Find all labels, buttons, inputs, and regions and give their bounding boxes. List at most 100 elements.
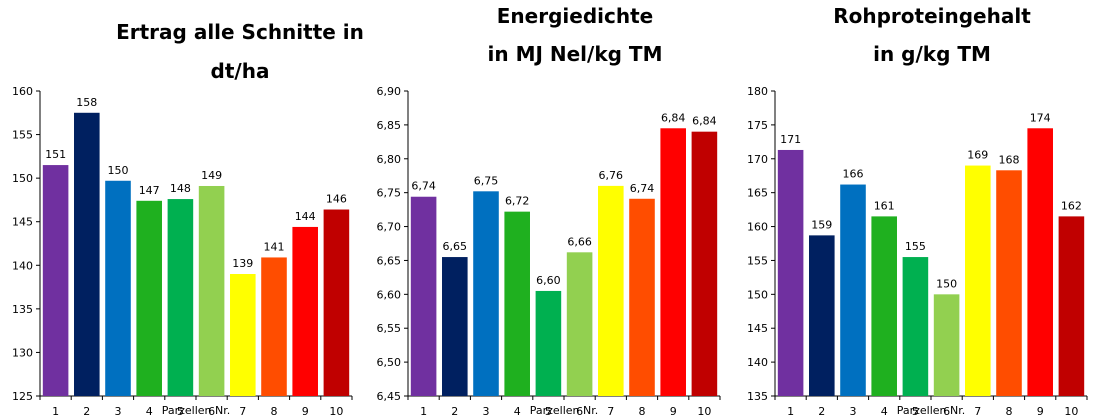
data-label: 146 <box>326 193 347 206</box>
chart-ertrag: Ertrag alle Schnitte in dt/ha 125 130 135 140… <box>0 0 365 419</box>
y-tick-label: 170 <box>747 153 768 166</box>
bar-parzelle-1 <box>42 165 69 396</box>
y-tick-label: 155 <box>12 129 33 142</box>
bar-parzelle-2 <box>74 112 100 397</box>
data-label: 6,72 <box>505 195 530 208</box>
x-tick-label: 9 <box>670 405 677 418</box>
data-label: 147 <box>139 184 160 197</box>
bar-parzelle-3 <box>473 191 499 396</box>
x-tick-label: 1 <box>787 405 794 418</box>
y-tick-label: 160 <box>12 85 33 98</box>
bar-parzelle-8 <box>261 257 287 396</box>
y-tick-label: 6,90 <box>377 85 402 98</box>
x-tick-label: 8 <box>1006 405 1013 418</box>
data-label: 150 <box>108 164 129 177</box>
y-tick-label: 165 <box>747 187 768 200</box>
x-tick-label: 3 <box>483 405 490 418</box>
bar-parzelle-3 <box>105 180 131 396</box>
data-label: 168 <box>999 153 1020 166</box>
bar-parzelle-5 <box>535 290 562 396</box>
bar-parzelle-4 <box>136 200 162 396</box>
x-tick-label: 3 <box>115 405 122 418</box>
y-tick-label: 6,55 <box>377 322 402 335</box>
bar-parzelle-4 <box>871 216 897 396</box>
data-label: 159 <box>811 218 832 231</box>
chart-rohprotein: Rohproteingehalt in g/kg TM 135 140 145 150 15… <box>730 0 1095 419</box>
bar-parzelle-1 <box>410 196 437 396</box>
data-label: 6,74 <box>411 180 436 193</box>
data-label: 155 <box>905 240 926 253</box>
bar-parzelle-10 <box>323 209 350 396</box>
bar-parzelle-6 <box>566 252 593 396</box>
y-tick-label: 140 <box>12 259 33 272</box>
x-axis-label: Parzellen Nr. <box>162 404 231 417</box>
y-tick-label: 130 <box>12 346 33 359</box>
x-tick-label: 7 <box>974 405 981 418</box>
y-tick-label: 145 <box>747 322 768 335</box>
chart-title-line-2: in g/kg TM <box>873 42 991 66</box>
y-tick-label: 155 <box>747 254 768 267</box>
y-tick-label: 6,80 <box>377 153 402 166</box>
x-tick-label: 10 <box>697 405 711 418</box>
data-label: 6,84 <box>661 111 686 124</box>
x-tick-label: 7 <box>607 405 614 418</box>
x-tick-label: 1 <box>420 405 427 418</box>
y-tick-label: 150 <box>12 172 33 185</box>
x-tick-label: 9 <box>302 405 309 418</box>
data-label: 171 <box>780 133 801 146</box>
bar-parzelle-9 <box>292 226 318 396</box>
bar-parzelle-7 <box>598 185 624 396</box>
x-tick-label: 4 <box>514 405 521 418</box>
chart-energiedichte: Energiedichte in MJ Nel/kg TM 6,45 6,50 6,55… <box>365 0 730 419</box>
x-tick-label: 5 <box>912 405 919 418</box>
data-label: 6,76 <box>599 169 624 182</box>
x-tick-label: 2 <box>818 405 825 418</box>
chart-ertrag-svg: Ertrag alle Schnitte indt/ha125130135140… <box>12 20 364 418</box>
chart-title-line-2: dt/ha <box>211 59 270 83</box>
data-label: 141 <box>264 240 285 253</box>
y-tick-label: 135 <box>747 390 768 403</box>
x-tick-label: 5 <box>177 405 184 418</box>
data-label: 169 <box>967 149 988 162</box>
x-tick-label: 2 <box>451 405 458 418</box>
bar-parzelle-3 <box>840 184 866 396</box>
data-label: 161 <box>874 199 895 212</box>
y-tick-label: 175 <box>747 119 768 132</box>
x-tick-label: 8 <box>271 405 278 418</box>
y-tick-label: 6,75 <box>377 187 402 200</box>
y-tick-label: 6,85 <box>377 119 402 132</box>
data-label: 150 <box>936 277 957 290</box>
bar-parzelle-7 <box>965 165 991 396</box>
data-label: 158 <box>76 96 97 109</box>
x-axis-label: Parzellen Nr. <box>897 404 966 417</box>
data-label: 139 <box>232 257 253 270</box>
data-label: 6,75 <box>474 174 499 187</box>
y-tick-label: 160 <box>747 221 768 234</box>
x-tick-label: 8 <box>639 405 646 418</box>
x-tick-label: 2 <box>83 405 90 418</box>
x-axis-label: Parzellen Nr. <box>530 404 599 417</box>
bar-parzelle-1 <box>777 149 804 396</box>
bar-parzelle-9 <box>1027 128 1053 396</box>
y-tick-label: 125 <box>12 390 33 403</box>
x-tick-label: 4 <box>146 405 153 418</box>
x-tick-label: 10 <box>329 405 343 418</box>
data-label: 162 <box>1061 199 1082 212</box>
data-label: 6,65 <box>443 240 468 253</box>
bar-parzelle-8 <box>629 198 655 396</box>
bar-parzelle-8 <box>996 170 1022 396</box>
bar-parzelle-5 <box>902 257 929 396</box>
data-label: 6,74 <box>630 182 655 195</box>
data-label: 148 <box>170 182 191 195</box>
bar-parzelle-10 <box>691 131 718 396</box>
chart-energiedichte-svg: Energiedichte in MJ Nel/kg TM 6,45 6,50 6,55… <box>377 4 721 418</box>
chart-title-line-2: in MJ Nel/kg TM <box>488 42 663 66</box>
x-tick-label: 4 <box>881 405 888 418</box>
y-tick-label: 150 <box>747 288 768 301</box>
data-label: 149 <box>201 169 222 182</box>
y-tick-label: 180 <box>747 85 768 98</box>
y-tick-label: 135 <box>12 303 33 316</box>
data-label: 174 <box>1030 111 1051 124</box>
x-tick-label: 5 <box>545 405 552 418</box>
